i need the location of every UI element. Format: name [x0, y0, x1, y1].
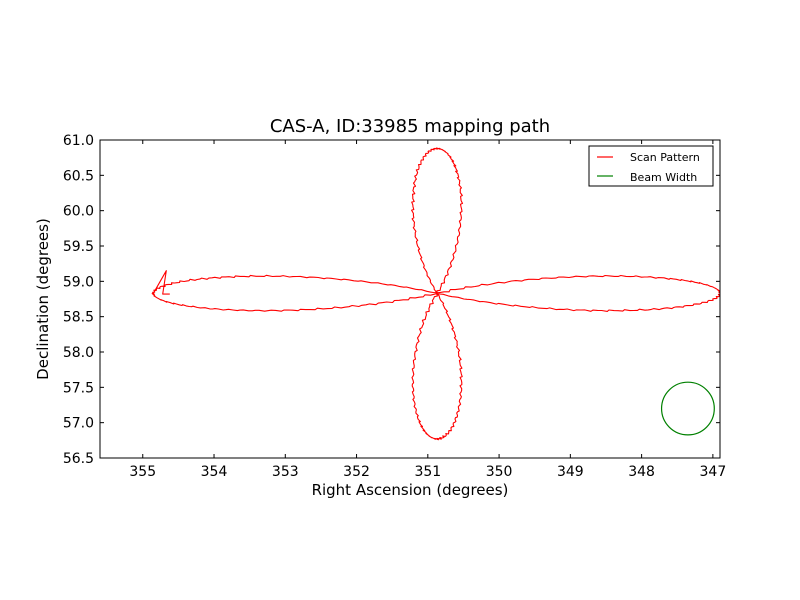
- x-axis-label: Right Ascension (degrees): [312, 481, 509, 499]
- y-tick-label: 58.5: [63, 310, 94, 326]
- x-tick-label: 349: [557, 464, 584, 480]
- y-axis-label: Declination (degrees): [34, 218, 52, 380]
- x-tick-label: 347: [700, 464, 727, 480]
- x-tick-label: 355: [129, 464, 156, 480]
- y-tick-label: 58.0: [63, 345, 94, 361]
- y-tick-label: 57.0: [63, 416, 94, 432]
- legend-beam-width-label: Beam Width: [630, 171, 697, 184]
- y-tick-label: 56.5: [63, 451, 94, 467]
- y-tick-label: 60.0: [63, 204, 94, 220]
- x-tick-label: 348: [628, 464, 655, 480]
- legend-frame: [588, 145, 714, 187]
- y-tick-label: 60.5: [63, 168, 94, 184]
- x-tick-label: 354: [201, 464, 228, 480]
- x-tick-label: 353: [272, 464, 299, 480]
- scan-pattern-line: [151, 147, 720, 441]
- y-tick-label: 59.5: [63, 239, 94, 255]
- y-tick-label: 57.5: [63, 380, 94, 396]
- axes-frame: [99, 139, 721, 459]
- x-tick-label: 351: [414, 464, 441, 480]
- series-layer: [151, 147, 720, 441]
- ticks-layer: 355 354 353 352 351 350 349 348 347 56.5 57.0 57.5 5…: [63, 133, 726, 480]
- y-tick-label: 59.0: [63, 274, 94, 290]
- beam-width-circle: [660, 381, 715, 436]
- x-tick-label: 352: [343, 464, 370, 480]
- x-tick-label: 350: [486, 464, 513, 480]
- chart-title: CAS-A, ID:33985 mapping path: [270, 116, 550, 137]
- plot-area: 355 354 353 352 351 350 349 348 347 56.5 57.0 57.5 5…: [63, 133, 726, 480]
- y-tick-label: 61.0: [63, 133, 94, 149]
- legend: Scan Pattern Beam Width: [588, 145, 714, 187]
- legend-scan-pattern-label: Scan Pattern: [630, 151, 700, 164]
